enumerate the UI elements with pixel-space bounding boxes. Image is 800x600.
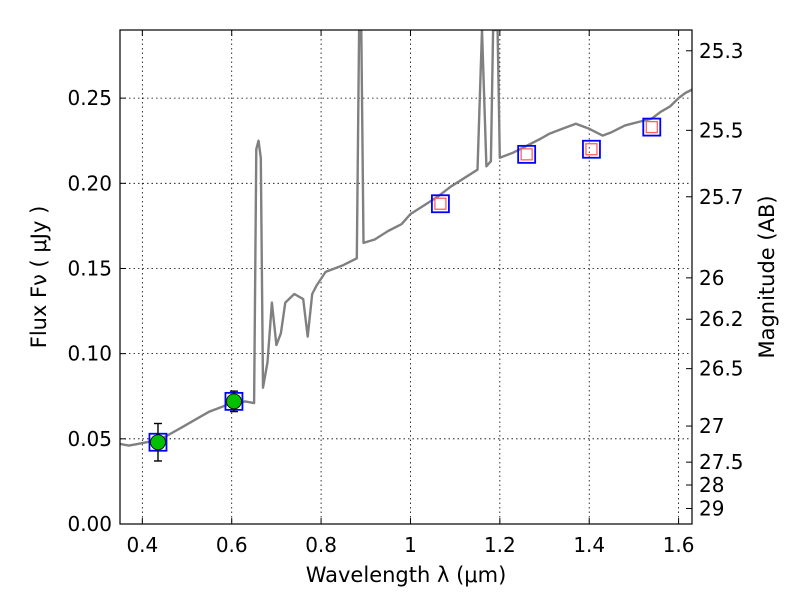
limit-flux-square xyxy=(585,143,598,156)
y-tick-label: 0.05 xyxy=(67,427,112,451)
x-tick-label: 0.4 xyxy=(126,533,158,557)
grid-lines xyxy=(120,30,692,525)
y-tick-label: 0.10 xyxy=(67,342,112,366)
y2-tick-label: 26 xyxy=(699,266,724,290)
x-tick-label: 0.8 xyxy=(305,533,337,557)
y2-tick-label: 25.5 xyxy=(699,118,744,142)
x-tick-label: 1.4 xyxy=(573,533,605,557)
tick-layer: 0.4 0.6 0.8 1 1.2 1.4 1.6 0.00 0.05 0.10 0.15 0.20 0… xyxy=(67,30,744,557)
marker-layer xyxy=(148,117,662,462)
model-flux-square xyxy=(517,144,537,164)
y2-tick-label: 27.5 xyxy=(699,450,744,474)
observed-flux-point xyxy=(226,393,242,410)
y2-tick-label: 29 xyxy=(699,496,724,520)
model-flux-square xyxy=(642,117,662,137)
model-flux-square xyxy=(582,139,601,159)
y2-tick-label: 27 xyxy=(699,414,724,438)
spectrum-layer xyxy=(120,30,692,447)
x-tick-label: 0.6 xyxy=(216,533,248,557)
plot-frame xyxy=(119,29,693,525)
y2-tick-label: 25.3 xyxy=(699,39,744,63)
y-tick-label: 0.25 xyxy=(67,86,112,110)
y-tick-label: 0.00 xyxy=(67,512,112,536)
y2-tick-label: 26.5 xyxy=(699,357,744,381)
x-tick-label: 1.2 xyxy=(484,533,516,557)
y-tick-label: 0.15 xyxy=(67,256,112,280)
limit-flux-square xyxy=(520,148,533,161)
limit-flux-square xyxy=(434,197,447,210)
limit-flux-square xyxy=(645,120,658,134)
y2-tick-label: 26.2 xyxy=(699,307,744,331)
y-axis-label: Flux Fν ( μJy ) xyxy=(27,206,51,349)
x-tick-label: 1.6 xyxy=(663,533,695,557)
spectrum-line xyxy=(120,30,692,447)
y-tick-label: 0.20 xyxy=(67,171,112,195)
observed-flux-point xyxy=(150,434,166,451)
model-flux-square xyxy=(431,194,450,214)
y2-tick-label: 25.7 xyxy=(699,185,744,209)
y2-tick-label: 28 xyxy=(699,473,724,497)
x-tick-label: 1 xyxy=(404,533,417,557)
y2-axis-label: Magnitude (AB) xyxy=(755,195,779,358)
x-axis-label: Wavelength λ (μm) xyxy=(306,563,507,587)
